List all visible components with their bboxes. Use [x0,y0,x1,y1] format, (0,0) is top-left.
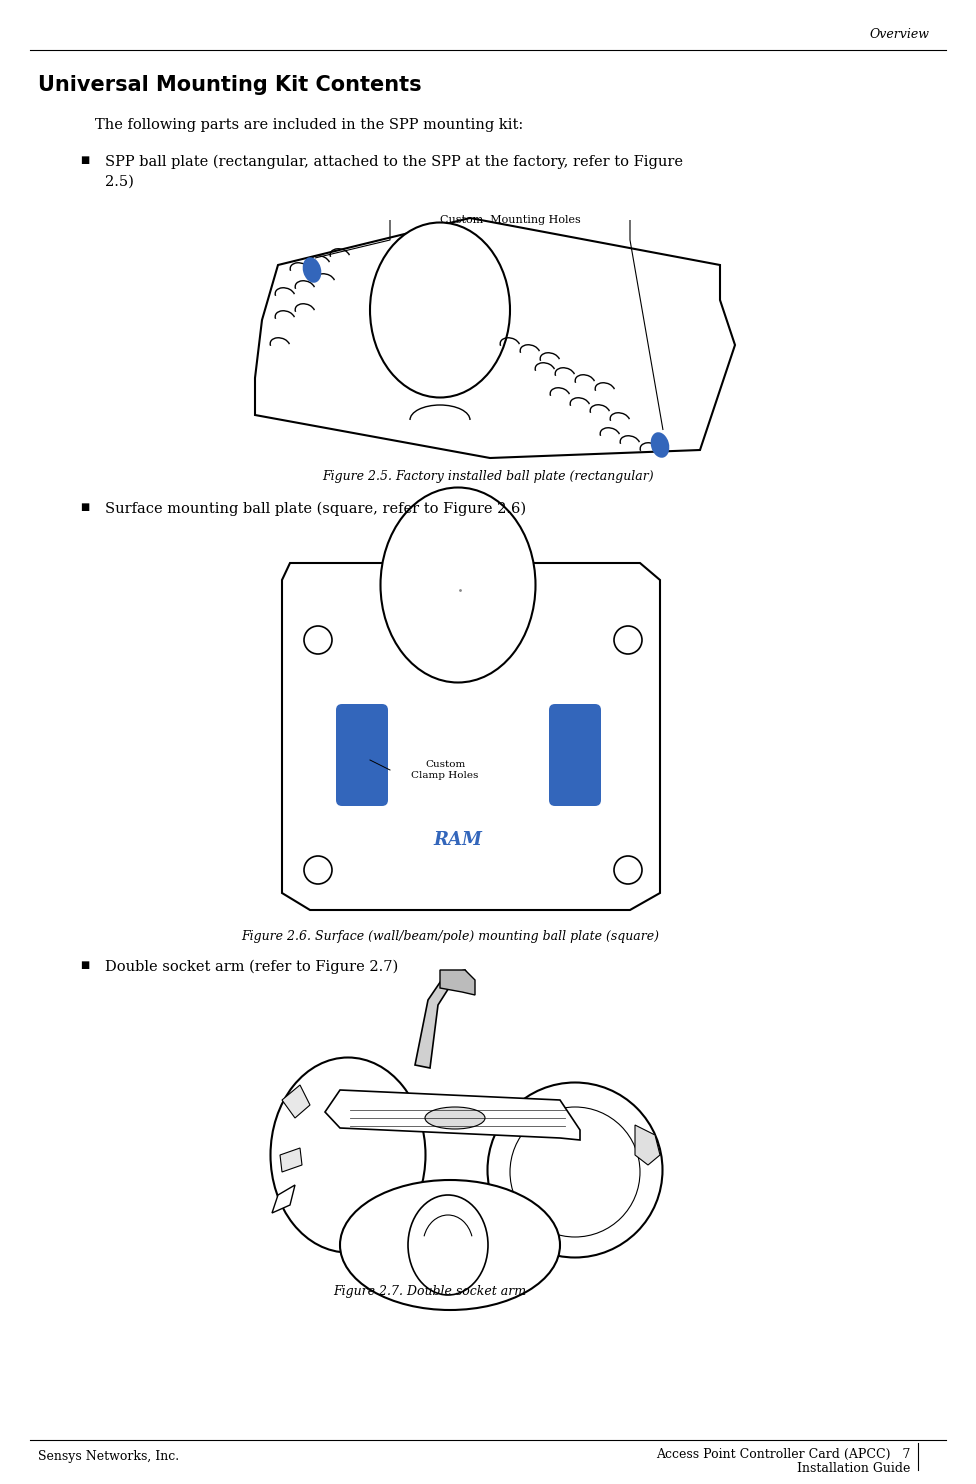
Polygon shape [282,1085,310,1117]
Polygon shape [280,1149,302,1172]
Text: Installation Guide: Installation Guide [796,1462,910,1475]
Polygon shape [440,971,475,994]
Text: Double socket arm (refer to Figure 2.7): Double socket arm (refer to Figure 2.7) [105,960,398,975]
Polygon shape [272,1186,295,1212]
Text: Sensys Networks, Inc.: Sensys Networks, Inc. [38,1450,180,1463]
Ellipse shape [381,488,536,683]
Ellipse shape [270,1058,426,1252]
Text: The following parts are included in the SPP mounting kit:: The following parts are included in the … [95,119,523,132]
Text: Universal Mounting Kit Contents: Universal Mounting Kit Contents [38,76,422,95]
Text: ■: ■ [80,960,89,971]
Text: Custom
Clamp Holes: Custom Clamp Holes [411,760,478,779]
Text: Figure 2.6. Surface (wall/beam/pole) mounting ball plate (square): Figure 2.6. Surface (wall/beam/pole) mou… [241,930,659,942]
Ellipse shape [370,223,510,398]
Ellipse shape [340,1180,560,1310]
Ellipse shape [304,856,332,884]
Text: Figure 2.5. Factory installed ball plate (rectangular): Figure 2.5. Factory installed ball plate… [322,470,654,482]
Text: SPP ball plate (rectangular, attached to the SPP at the factory, refer to Figure: SPP ball plate (rectangular, attached to… [105,154,683,169]
Text: 2.5): 2.5) [105,175,134,188]
Text: Surface mounting ball plate (square, refer to Figure 2.6): Surface mounting ball plate (square, ref… [105,502,526,516]
Text: RAM: RAM [433,831,482,849]
Text: ■: ■ [80,154,89,165]
Text: Overview: Overview [870,28,930,42]
Polygon shape [255,218,735,459]
Text: Access Point Controller Card (APCC)   7: Access Point Controller Card (APCC) 7 [656,1448,910,1462]
Ellipse shape [303,257,321,283]
Text: Custom  Mounting Holes: Custom Mounting Holes [439,215,581,226]
Ellipse shape [425,1107,485,1129]
Ellipse shape [510,1107,640,1238]
Ellipse shape [651,432,670,457]
Ellipse shape [614,626,642,654]
Polygon shape [282,562,660,910]
Ellipse shape [487,1082,663,1257]
Text: Figure 2.7. Double socket arm: Figure 2.7. Double socket arm [334,1285,527,1298]
FancyBboxPatch shape [336,703,388,806]
Ellipse shape [614,856,642,884]
Polygon shape [415,971,470,1068]
Ellipse shape [408,1195,488,1296]
FancyBboxPatch shape [549,703,601,806]
Polygon shape [325,1091,580,1140]
Text: ■: ■ [80,502,89,512]
Ellipse shape [304,626,332,654]
Polygon shape [635,1125,660,1165]
